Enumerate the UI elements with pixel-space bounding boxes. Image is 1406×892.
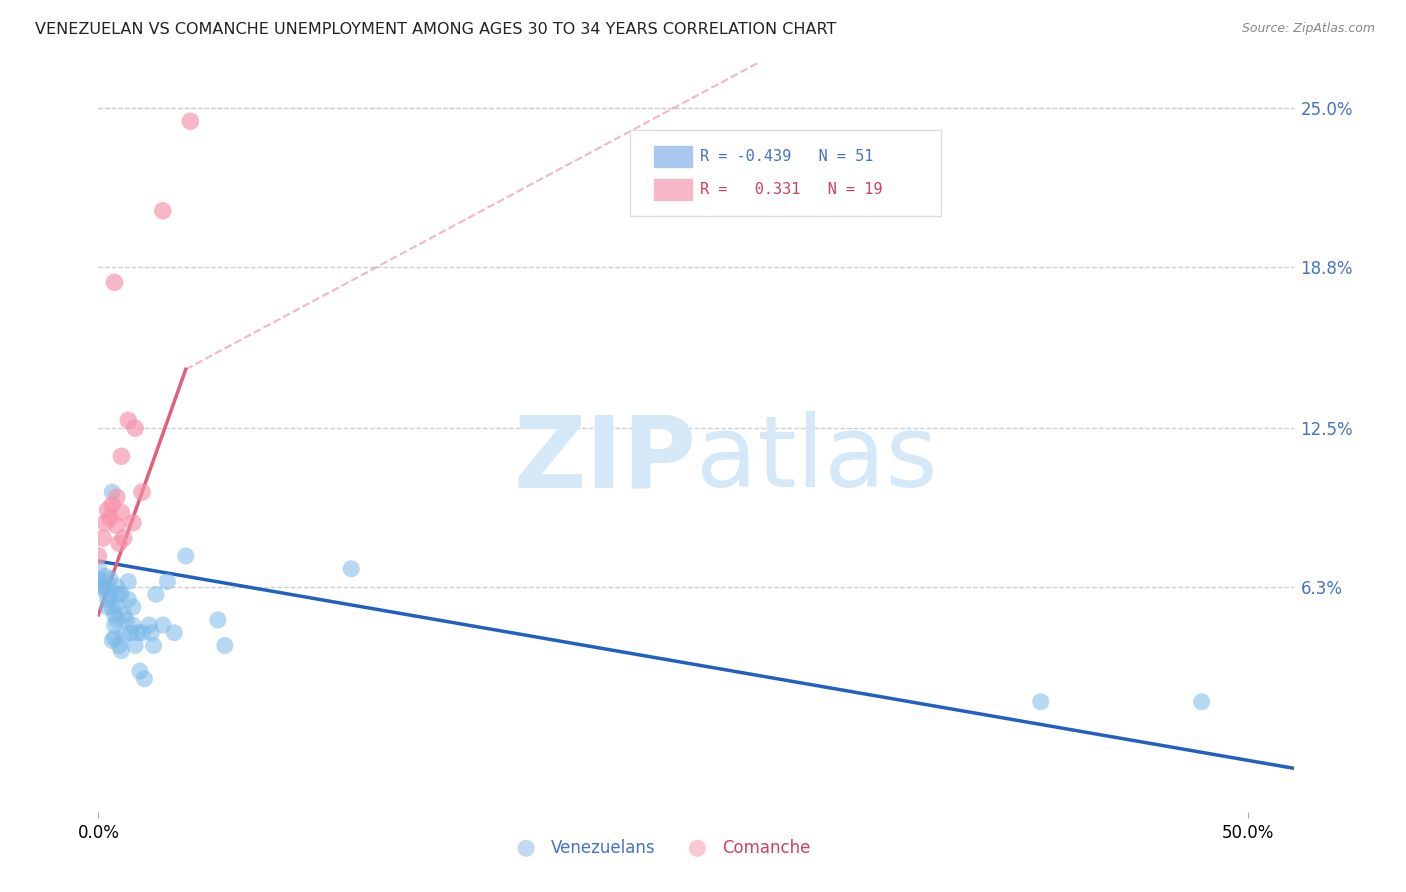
Point bbox=[91, 582, 114, 597]
Point bbox=[179, 114, 201, 128]
Point bbox=[87, 562, 110, 576]
Point bbox=[105, 518, 128, 533]
Text: R =   0.331   N = 19: R = 0.331 N = 19 bbox=[700, 182, 882, 196]
Point bbox=[1029, 695, 1052, 709]
Point bbox=[94, 569, 117, 583]
Point bbox=[108, 587, 131, 601]
Point bbox=[91, 574, 114, 589]
Point bbox=[101, 633, 124, 648]
Point bbox=[124, 421, 146, 435]
FancyBboxPatch shape bbox=[654, 146, 692, 168]
Point bbox=[112, 607, 135, 622]
Point bbox=[131, 625, 153, 640]
Point bbox=[124, 639, 146, 653]
Point bbox=[110, 450, 132, 464]
Point bbox=[98, 510, 121, 524]
Point bbox=[110, 587, 132, 601]
Point bbox=[103, 618, 125, 632]
Point bbox=[94, 580, 117, 594]
Point bbox=[163, 625, 186, 640]
Point bbox=[108, 536, 131, 550]
Point bbox=[340, 562, 363, 576]
Point bbox=[103, 276, 125, 290]
Point bbox=[87, 580, 110, 594]
Text: VENEZUELAN VS COMANCHE UNEMPLOYMENT AMONG AGES 30 TO 34 YEARS CORRELATION CHART: VENEZUELAN VS COMANCHE UNEMPLOYMENT AMON… bbox=[35, 22, 837, 37]
Point bbox=[103, 607, 125, 622]
Point bbox=[122, 618, 145, 632]
Point bbox=[94, 516, 117, 530]
Point bbox=[97, 600, 120, 615]
Point bbox=[122, 600, 145, 615]
FancyBboxPatch shape bbox=[630, 130, 941, 216]
Point bbox=[131, 485, 153, 500]
Legend: Venezuelans, Comanche: Venezuelans, Comanche bbox=[503, 832, 817, 863]
Point bbox=[105, 580, 128, 594]
Point bbox=[134, 672, 156, 686]
Point bbox=[214, 639, 236, 653]
Point bbox=[156, 574, 179, 589]
Point bbox=[122, 516, 145, 530]
Point bbox=[142, 639, 165, 653]
Point bbox=[1191, 695, 1213, 709]
Point bbox=[97, 503, 120, 517]
Point bbox=[105, 613, 128, 627]
Point bbox=[103, 631, 125, 645]
Point bbox=[110, 643, 132, 657]
Point bbox=[87, 549, 110, 563]
Point bbox=[152, 618, 174, 632]
Point bbox=[98, 572, 121, 586]
Point bbox=[87, 572, 110, 586]
Text: atlas: atlas bbox=[696, 411, 938, 508]
Point bbox=[128, 664, 150, 678]
Point bbox=[127, 625, 149, 640]
Point bbox=[138, 618, 160, 632]
Point bbox=[115, 613, 138, 627]
Point bbox=[105, 490, 128, 504]
Point bbox=[207, 613, 229, 627]
Point bbox=[120, 625, 142, 640]
FancyBboxPatch shape bbox=[654, 178, 692, 200]
Point bbox=[174, 549, 197, 563]
Text: R = -0.439   N = 51: R = -0.439 N = 51 bbox=[700, 149, 873, 164]
Point bbox=[105, 598, 128, 612]
Text: ZIP: ZIP bbox=[513, 411, 696, 508]
Point bbox=[101, 498, 124, 512]
Point bbox=[141, 625, 163, 640]
Point bbox=[112, 531, 135, 545]
Point bbox=[98, 590, 121, 604]
Point bbox=[101, 485, 124, 500]
Point bbox=[91, 531, 114, 545]
Point bbox=[117, 574, 139, 589]
Text: Source: ZipAtlas.com: Source: ZipAtlas.com bbox=[1241, 22, 1375, 36]
Point bbox=[145, 587, 167, 601]
Point bbox=[101, 600, 124, 615]
Point bbox=[97, 592, 120, 607]
Point bbox=[98, 582, 121, 597]
Point bbox=[112, 628, 135, 642]
Point bbox=[152, 203, 174, 218]
Point bbox=[108, 639, 131, 653]
Point bbox=[117, 413, 139, 427]
Point bbox=[117, 592, 139, 607]
Point bbox=[110, 506, 132, 520]
